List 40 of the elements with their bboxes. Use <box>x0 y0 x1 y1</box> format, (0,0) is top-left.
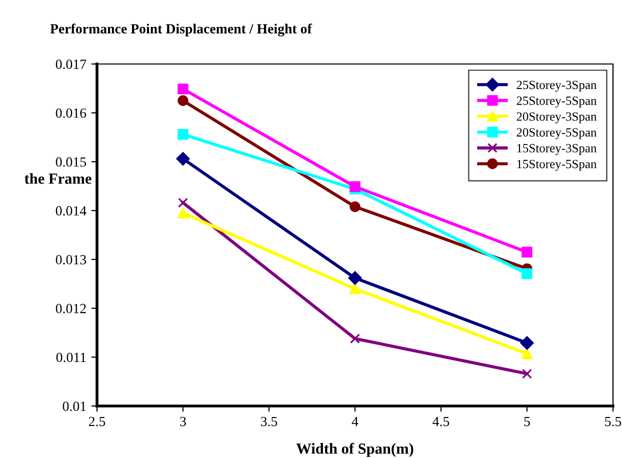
y-tick-label: 0.013 <box>56 255 86 264</box>
x-tick-label: 4 <box>352 416 358 426</box>
legend-label: 15Storey-5Span <box>517 160 597 171</box>
point <box>348 271 362 285</box>
x-tick-label: 5 <box>524 416 530 426</box>
point <box>178 208 188 218</box>
point <box>522 368 532 379</box>
point <box>178 129 188 140</box>
y-tick-label: 0.014 <box>56 206 86 216</box>
point <box>350 334 360 344</box>
legend-label: 25Storey-5Span <box>516 96 597 108</box>
legend-label: 20Storey-5Span <box>516 128 597 140</box>
x-tick-label: 3.5 <box>260 416 278 426</box>
point <box>350 201 360 212</box>
x-tick-label: 2.5 <box>88 416 106 426</box>
point <box>522 348 532 360</box>
y-tick-label: 0.01 <box>62 402 86 412</box>
y-tick-label: 0.015 <box>56 157 86 167</box>
point <box>176 152 190 166</box>
chart-title: Performance Point Displacement / Height of <box>50 24 312 36</box>
point <box>178 198 188 208</box>
x-tick-label: 5.5 <box>605 416 622 426</box>
x-tick-label: 4.5 <box>432 416 450 426</box>
y-tick-label: 0.011 <box>56 352 86 362</box>
y-tick-label: 0.012 <box>56 304 86 314</box>
legend-label: 15Storey-3Span <box>517 144 597 155</box>
point <box>520 336 534 350</box>
point <box>178 84 188 94</box>
y-tick-label: 0.017 <box>56 60 86 70</box>
point <box>522 268 532 279</box>
legend-label: 20Storey-3Span <box>516 112 597 124</box>
y-tick-label: 0.016 <box>56 108 86 118</box>
x-axis-title: Width of Span(m) <box>296 442 414 457</box>
x-tick-label: 3 <box>180 416 186 426</box>
y-axis-title: the Frame <box>24 173 92 184</box>
point <box>350 283 360 294</box>
point <box>178 95 188 106</box>
point <box>522 246 532 258</box>
point <box>350 181 360 192</box>
legend-label: 25Storey-3Span <box>516 80 597 92</box>
